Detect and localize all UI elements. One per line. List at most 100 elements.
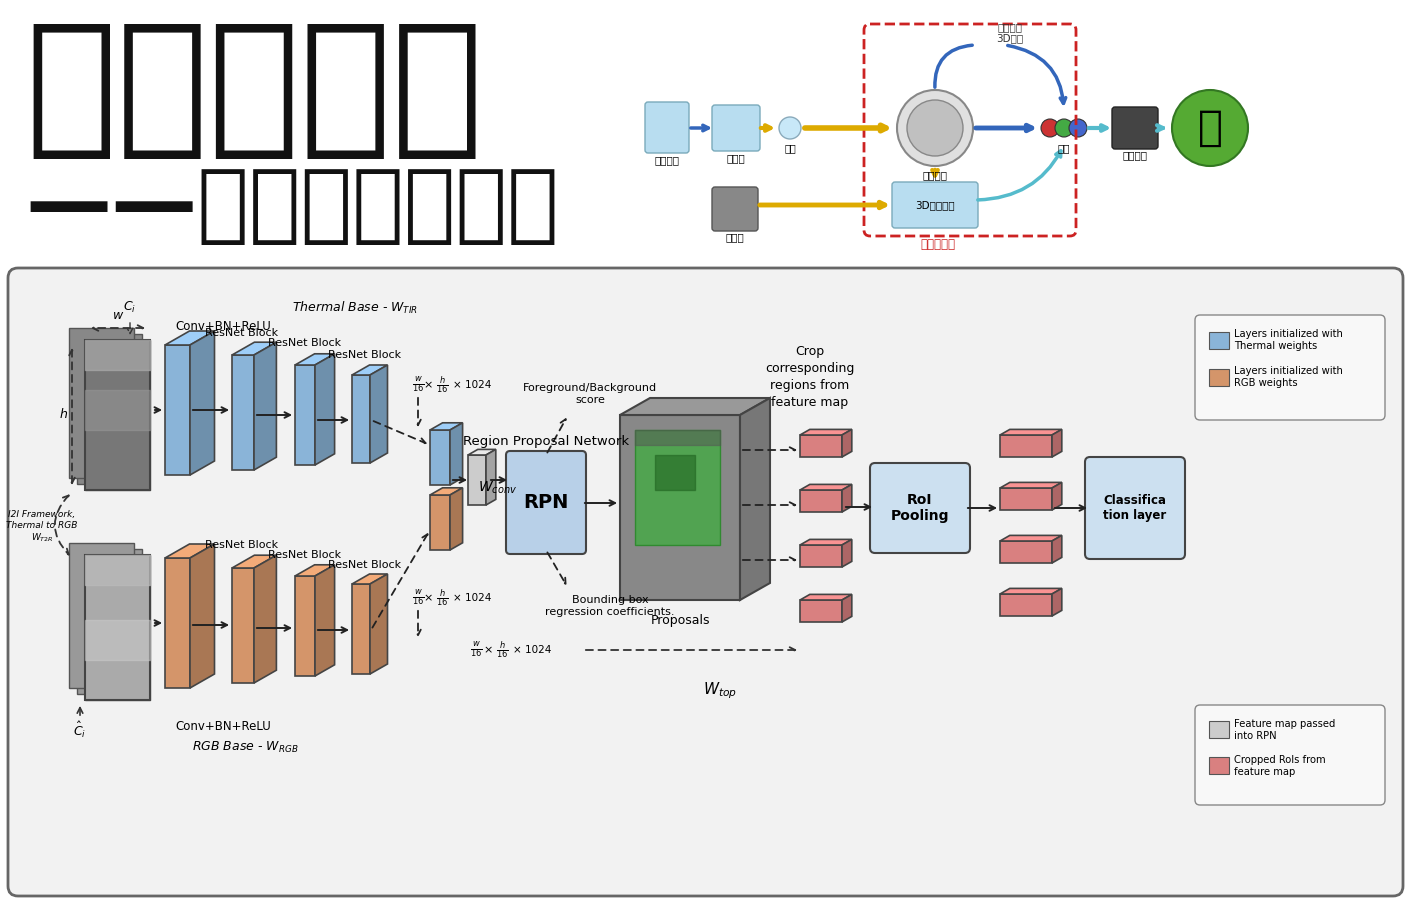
Text: RPN: RPN — [523, 493, 568, 512]
Polygon shape — [69, 543, 134, 688]
Text: $\frac{w}{16}$: $\frac{w}{16}$ — [412, 375, 425, 394]
Text: Bounding box
regression coefficients.: Bounding box regression coefficients. — [546, 595, 675, 616]
Polygon shape — [232, 555, 276, 568]
Text: w: w — [113, 309, 124, 322]
Polygon shape — [295, 576, 315, 676]
Polygon shape — [841, 594, 851, 622]
Text: RGB Base - $W_{RGB}$: RGB Base - $W_{RGB}$ — [191, 740, 298, 755]
FancyBboxPatch shape — [1209, 721, 1228, 738]
Polygon shape — [165, 558, 190, 688]
Polygon shape — [315, 354, 335, 465]
Polygon shape — [801, 594, 851, 600]
Polygon shape — [84, 555, 151, 700]
Text: ——零基础入门教程: ——零基础入门教程 — [25, 165, 559, 248]
Text: 环境理解: 环境理解 — [923, 170, 947, 180]
Text: 计算机视觉: 计算机视觉 — [920, 238, 955, 251]
Polygon shape — [431, 430, 450, 485]
Polygon shape — [255, 555, 276, 683]
Polygon shape — [450, 423, 463, 485]
Polygon shape — [352, 584, 370, 674]
FancyBboxPatch shape — [644, 102, 689, 153]
Polygon shape — [620, 415, 740, 600]
Polygon shape — [295, 565, 335, 576]
Text: ResNet Block: ResNet Block — [269, 338, 342, 348]
Polygon shape — [352, 574, 387, 584]
Polygon shape — [1000, 435, 1052, 457]
Text: × 1024: × 1024 — [453, 380, 491, 390]
Polygon shape — [740, 398, 770, 600]
Polygon shape — [431, 488, 463, 495]
Polygon shape — [190, 331, 214, 475]
Text: ×: × — [484, 645, 492, 655]
Polygon shape — [1000, 594, 1052, 616]
FancyBboxPatch shape — [1195, 705, 1384, 805]
Polygon shape — [1000, 536, 1062, 541]
Polygon shape — [77, 549, 142, 694]
Polygon shape — [801, 429, 851, 435]
Text: Feature map passed
into RPN: Feature map passed into RPN — [1234, 719, 1335, 742]
FancyBboxPatch shape — [1112, 107, 1158, 149]
Polygon shape — [841, 429, 851, 457]
Polygon shape — [370, 574, 387, 674]
Text: 合成视频: 合成视频 — [1123, 150, 1148, 160]
FancyBboxPatch shape — [712, 187, 758, 231]
Circle shape — [1069, 119, 1088, 137]
Text: ResNet Block: ResNet Block — [328, 560, 401, 570]
Polygon shape — [801, 545, 841, 567]
Text: 摄像机: 摄像机 — [726, 153, 746, 163]
Text: × 1024: × 1024 — [453, 593, 491, 603]
Text: Cropped RoIs from
feature map: Cropped RoIs from feature map — [1234, 755, 1325, 778]
Text: ×: × — [424, 593, 433, 603]
Polygon shape — [232, 342, 276, 355]
Polygon shape — [352, 375, 370, 463]
FancyBboxPatch shape — [8, 268, 1403, 896]
Polygon shape — [469, 449, 495, 455]
Text: $W_{conv}$: $W_{conv}$ — [478, 480, 518, 497]
FancyBboxPatch shape — [1195, 315, 1384, 420]
Polygon shape — [232, 355, 255, 470]
Polygon shape — [190, 544, 214, 688]
Polygon shape — [352, 365, 387, 375]
Text: $\frac{w}{16}$: $\frac{w}{16}$ — [470, 641, 483, 660]
Polygon shape — [801, 484, 851, 490]
FancyBboxPatch shape — [1209, 369, 1228, 386]
FancyBboxPatch shape — [507, 451, 585, 554]
Text: 传感器: 传感器 — [726, 232, 744, 242]
Circle shape — [1055, 119, 1074, 137]
Polygon shape — [801, 539, 851, 545]
Polygon shape — [620, 398, 770, 415]
Text: Crop
corresponding
regions from
feature map: Crop corresponding regions from feature … — [765, 345, 854, 409]
Text: 渲染: 渲染 — [1058, 143, 1071, 153]
Polygon shape — [485, 449, 495, 505]
Polygon shape — [165, 331, 214, 345]
Text: $\frac{w}{16}$: $\frac{w}{16}$ — [412, 589, 425, 608]
Polygon shape — [295, 354, 335, 365]
Circle shape — [898, 90, 974, 166]
Polygon shape — [469, 455, 485, 505]
Text: I2I Framework,
Thermal to RGB
$W_{T2R}$: I2I Framework, Thermal to RGB $W_{T2R}$ — [6, 510, 77, 544]
Polygon shape — [801, 435, 841, 457]
Text: Thermal Base - $W_{TIR}$: Thermal Base - $W_{TIR}$ — [291, 300, 418, 316]
Polygon shape — [69, 328, 134, 478]
FancyBboxPatch shape — [892, 182, 978, 228]
Text: 视频: 视频 — [784, 143, 796, 153]
Text: $C_i$: $C_i$ — [124, 300, 136, 315]
Polygon shape — [841, 539, 851, 567]
Circle shape — [1172, 90, 1248, 166]
Polygon shape — [370, 365, 387, 463]
Polygon shape — [801, 490, 841, 512]
Circle shape — [908, 100, 962, 156]
Polygon shape — [1000, 488, 1052, 510]
Text: ResNet Block: ResNet Block — [269, 550, 342, 560]
Polygon shape — [450, 488, 463, 550]
Text: Layers initialized with
RGB weights: Layers initialized with RGB weights — [1234, 365, 1342, 388]
Polygon shape — [295, 365, 315, 465]
Polygon shape — [232, 568, 255, 683]
Polygon shape — [165, 345, 190, 475]
Text: $\frac{h}{16}$: $\frac{h}{16}$ — [436, 374, 449, 395]
Polygon shape — [841, 484, 851, 512]
Text: Classifica
tion layer: Classifica tion layer — [1103, 494, 1166, 522]
Circle shape — [779, 117, 801, 139]
Polygon shape — [431, 495, 450, 550]
Text: $W_{top}$: $W_{top}$ — [704, 680, 737, 700]
